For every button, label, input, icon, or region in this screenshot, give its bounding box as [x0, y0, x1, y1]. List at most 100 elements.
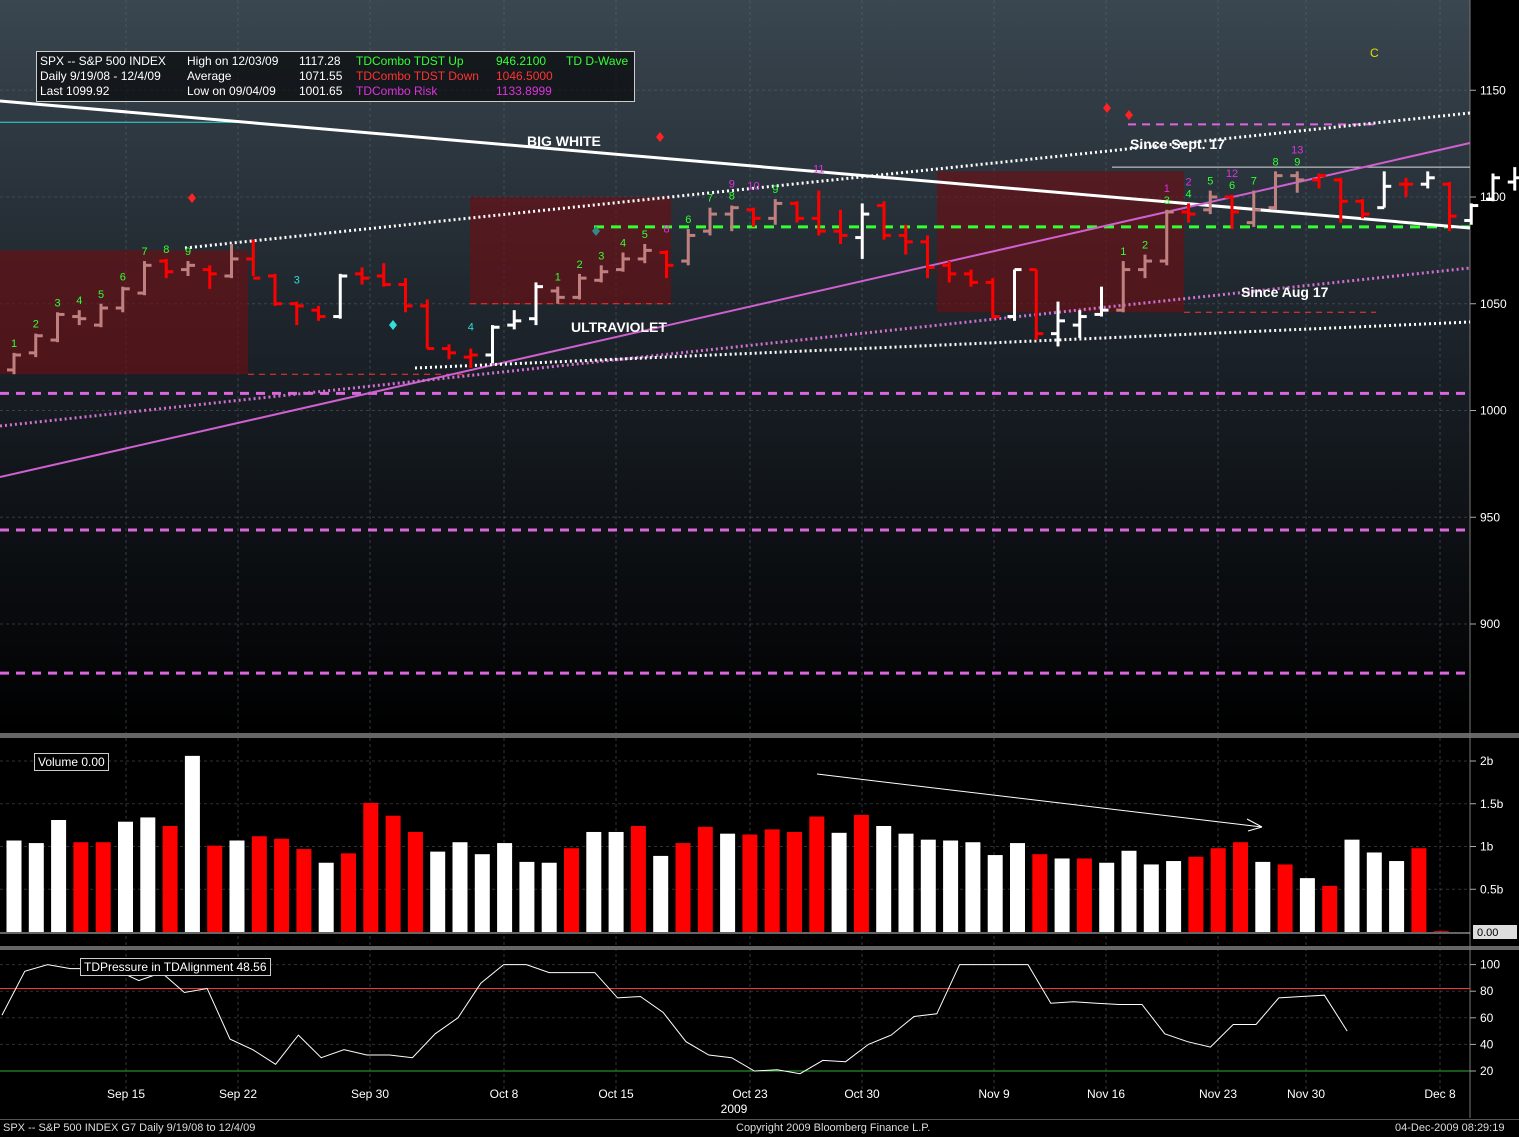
price-bar [1333, 177, 1348, 223]
price-bar [507, 310, 522, 330]
price-bar [1268, 171, 1283, 210]
volume-bar [831, 832, 847, 932]
big-white-line [0, 99, 1471, 230]
since-aug-line [0, 266, 1471, 428]
price-bar [224, 243, 239, 279]
price-bar [28, 333, 43, 358]
setup-count: 6 [1229, 180, 1235, 192]
volume-current-value: 0.00 [1477, 927, 1498, 939]
price-bar [920, 235, 935, 279]
setup-zone [470, 197, 671, 304]
price-bar [811, 190, 826, 236]
y-tick-label: 100 [1480, 958, 1500, 972]
y-tick-label: 1.5b [1480, 797, 1504, 811]
info-title: SPX -- S&P 500 INDEX [40, 54, 166, 68]
volume-bar [675, 843, 691, 932]
price-bar [202, 265, 217, 289]
volume-bar [430, 851, 446, 932]
setup-count: 2 [576, 259, 582, 271]
volume-bar [898, 833, 914, 932]
arrow-head [1246, 818, 1263, 832]
x-tick-label: Dec 8 [1424, 1087, 1456, 1101]
volume-bar [73, 842, 89, 932]
volume-bar [564, 848, 579, 932]
price-bar [768, 199, 783, 225]
volume-bar [630, 825, 646, 932]
price-bar [1464, 203, 1479, 225]
info-range: Daily 9/19/08 - 12/4/09 [40, 69, 161, 83]
setup-count: 1 [555, 272, 561, 284]
x-tick-label: Nov 16 [1087, 1087, 1125, 1101]
trend-lines [0, 99, 1471, 675]
volume-bar [1344, 839, 1360, 932]
price-bar [268, 273, 282, 306]
setup-count: 5 [1207, 176, 1213, 188]
volume-bar [341, 853, 356, 932]
info-low-label: Low on 09/04/09 [187, 84, 276, 98]
price-bar [1007, 268, 1022, 321]
price-bar [681, 229, 696, 266]
price-bar [1377, 171, 1392, 210]
pressure-series-line [1, 964, 1348, 1075]
combo-count: 3 [294, 275, 300, 287]
volume-bar [140, 817, 156, 932]
volume-bar [1277, 864, 1293, 932]
combo-count: 4 [468, 322, 474, 334]
signal-diamond [1125, 110, 1133, 120]
volume-bar [1233, 842, 1248, 932]
price-bar [594, 265, 609, 283]
volume-bar [229, 840, 245, 932]
footer: SPX -- S&P 500 INDEX G7 Daily 9/19/08 to… [0, 1119, 1519, 1137]
volume-bar [720, 833, 736, 932]
setup-count: 3 [598, 250, 604, 262]
x-tick-label: Oct 15 [598, 1087, 634, 1101]
setup-count: 9 [185, 246, 191, 258]
x-tick-label: Sep 15 [107, 1087, 145, 1101]
support-line [414, 320, 1471, 370]
price-bar [855, 203, 870, 259]
x-tick-label: Nov 9 [978, 1087, 1010, 1101]
volume-bar [1010, 843, 1025, 932]
info-tdst-down-label: TDCombo TDST Down [356, 69, 479, 83]
volume-bar [1411, 848, 1427, 932]
y-tick-label: 1b [1480, 840, 1494, 854]
signal-diamond [592, 226, 600, 236]
volume-bar [987, 855, 1003, 932]
volume-bar [385, 815, 401, 932]
price-bar [333, 273, 348, 319]
volume-bar [1299, 878, 1315, 932]
volume-bar [162, 825, 178, 932]
price-bar [985, 278, 1000, 319]
price-bar [1029, 268, 1044, 341]
volume-bar [296, 849, 312, 932]
volume-bar [1210, 848, 1226, 932]
price-bar [463, 348, 478, 368]
y-tick-label: 1150 [1480, 83, 1506, 97]
label-ultraviolet: ULTRAVIOLET [571, 319, 667, 335]
axes: Sep 15 Sep 22 Sep 30 Oct 8 Oct 15 Oct 23 Oct 3… [107, 83, 1517, 1116]
price-bar [1159, 209, 1174, 266]
price-bar [790, 201, 804, 223]
price-bar [376, 263, 391, 287]
volume-bar [118, 821, 133, 932]
signal-diamond [389, 320, 397, 330]
signal-diamond [656, 132, 664, 142]
volume-bar [184, 755, 200, 932]
volume-bar [764, 829, 780, 932]
volume-bar [519, 861, 535, 932]
price-bar [964, 269, 978, 287]
volume-bar [1389, 861, 1405, 932]
price-bar [311, 305, 326, 321]
price-bar [550, 286, 565, 304]
price-bar [7, 352, 21, 375]
volume-bar [318, 862, 334, 932]
volume-bar [541, 862, 557, 932]
price-bar [703, 207, 717, 236]
price-bar [398, 278, 413, 313]
price-bar [637, 243, 652, 264]
volume-bar [1032, 854, 1048, 932]
price-bar [289, 301, 304, 326]
y-tick-label: 950 [1480, 510, 1500, 524]
volume-bar [853, 814, 869, 932]
